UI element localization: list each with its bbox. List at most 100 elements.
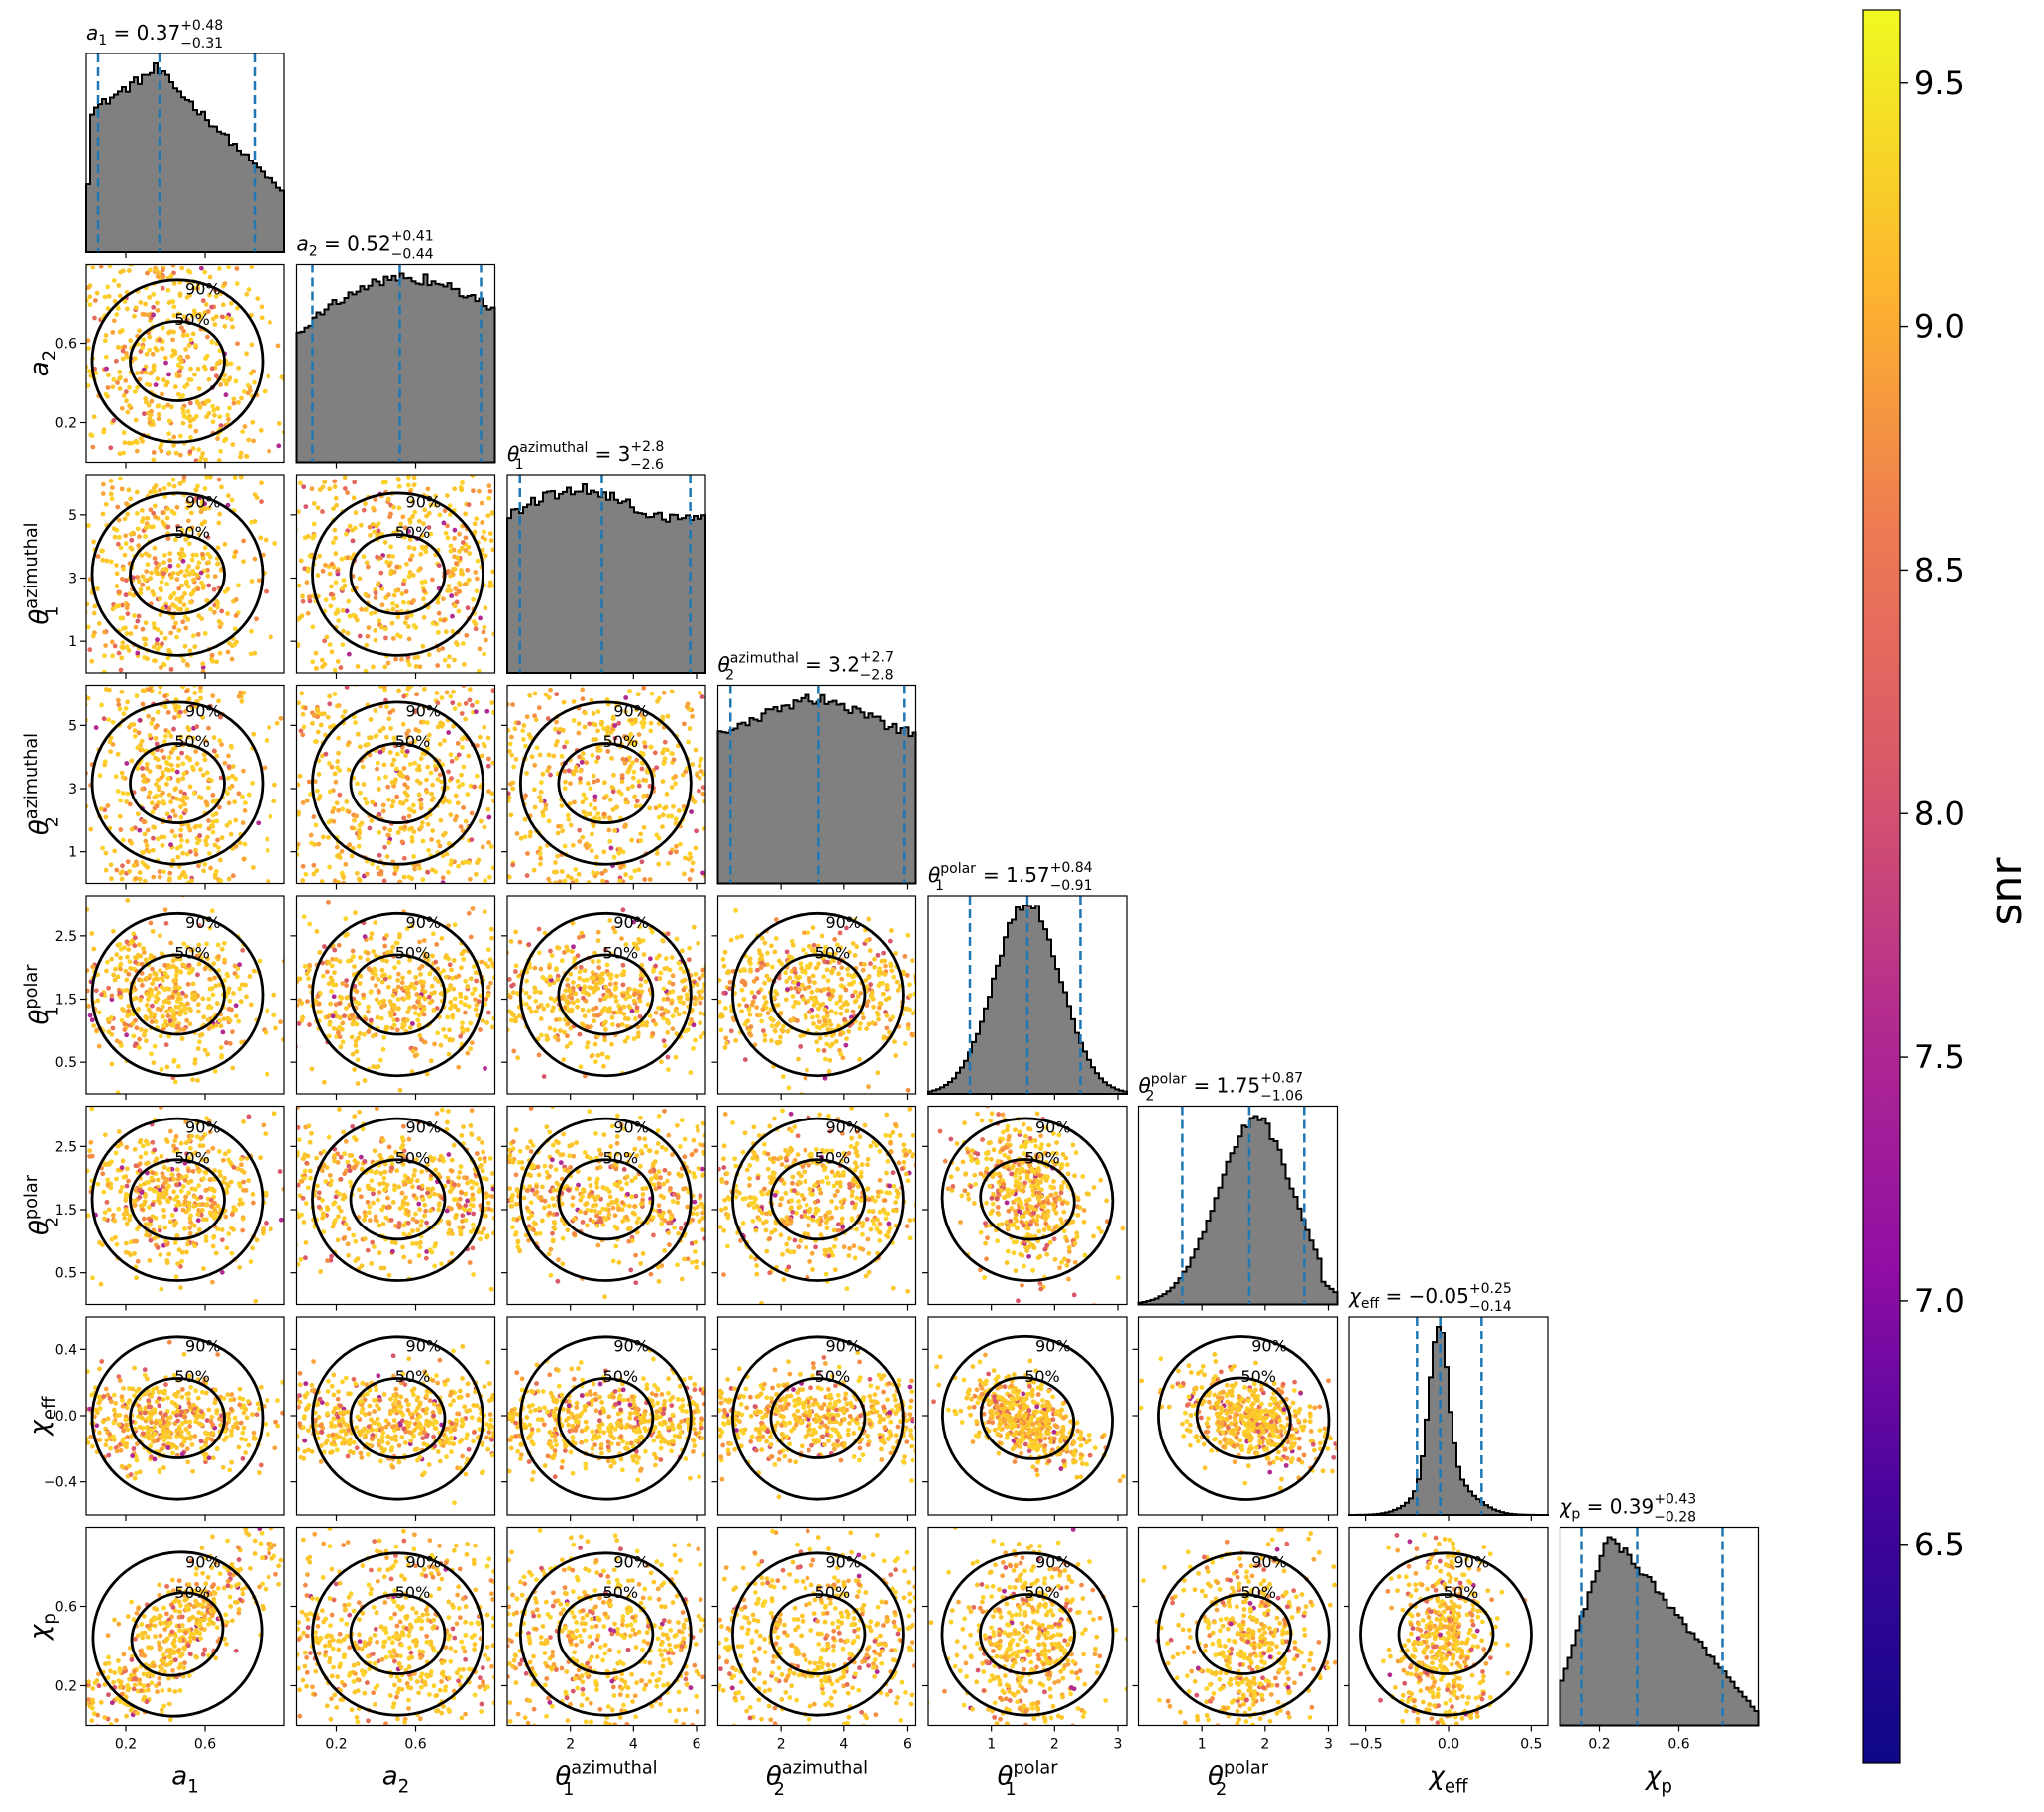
contour-label-90%: 90% bbox=[185, 1336, 221, 1355]
scatter-a2-t2a: 50%90% bbox=[233, 646, 531, 935]
colorbar-tick-label: 7.5 bbox=[1914, 1038, 1965, 1076]
contour-label-90%: 90% bbox=[613, 701, 649, 720]
x-tick-label-a2: 0.6 bbox=[404, 1737, 426, 1753]
panel-t1p-chieff: 50%90% bbox=[920, 1314, 1168, 1523]
panel-a2-t2a: 50%90% bbox=[233, 646, 531, 935]
hist-t2a bbox=[718, 695, 916, 884]
contour-label-50%: 50% bbox=[1240, 1367, 1276, 1386]
y-tick-label-a2: 0.2 bbox=[55, 416, 77, 432]
y-tick-label-t1p: 0.5 bbox=[55, 1055, 77, 1071]
x-tick-label-t1p: 3 bbox=[1114, 1737, 1123, 1753]
y-axis-label-chip-text: χp bbox=[25, 1613, 60, 1642]
y-tick-label-t2a: 3 bbox=[68, 782, 77, 798]
y-axis-label-t2a: θazimuthal2 bbox=[22, 733, 62, 835]
panel-t1a-t2p: 50% 90% bbox=[464, 1080, 755, 1311]
scatter-a1-chip: 50% 90% bbox=[28, 1497, 305, 1808]
x-axis-label-chieff-text: χeff bbox=[1427, 1762, 1468, 1798]
contour-label-90%: 90% bbox=[1035, 1552, 1071, 1571]
frame-3-4 bbox=[718, 896, 916, 1094]
contour-label-90%: 90% bbox=[1251, 1552, 1287, 1571]
panel-a2-t1a: 50%90% bbox=[226, 423, 533, 721]
panel-t2a-t2p: 50%90% bbox=[669, 1097, 929, 1311]
y-axis-label-t1a: θazimuthal1 bbox=[22, 522, 62, 624]
contour-label-50%: 50% bbox=[1024, 1583, 1060, 1602]
contour-label-90%: 90% bbox=[185, 1552, 221, 1571]
x-tick-label-t1p: 2 bbox=[1050, 1737, 1059, 1753]
contour-label-50%: 50% bbox=[603, 944, 639, 963]
x-tick-label-chieff: 0.5 bbox=[1520, 1737, 1542, 1753]
contour-label-90%: 90% bbox=[406, 701, 442, 720]
y-axis-label-chip: χp bbox=[25, 1613, 60, 1642]
contour-label-50%: 50% bbox=[174, 1148, 210, 1167]
contour-label-90%: 90% bbox=[825, 913, 861, 932]
x-tick-label-t1a: 6 bbox=[693, 1737, 701, 1753]
contour-90%-a1-t2a bbox=[92, 702, 263, 864]
contour-label-90%: 90% bbox=[825, 1336, 861, 1355]
contour-label-90%: 90% bbox=[406, 493, 442, 512]
contour-label-50%: 50% bbox=[174, 1367, 210, 1386]
contour-label-50%: 50% bbox=[1444, 1583, 1479, 1602]
panel-a1-t1a: 50%90%135 bbox=[35, 401, 302, 727]
scatter-a2-t1a: 50%90% bbox=[226, 423, 533, 721]
contour-label-50%: 50% bbox=[1240, 1583, 1276, 1602]
y-tick-label-t2a: 1 bbox=[68, 845, 77, 861]
contour-label-50%: 50% bbox=[603, 1367, 639, 1386]
x-tick-label-t2a: 4 bbox=[839, 1737, 848, 1753]
scatter-t1p-chieff: 50%90% bbox=[920, 1314, 1168, 1523]
x-tick-label-t2a: 6 bbox=[903, 1737, 912, 1753]
contour-label-90%: 90% bbox=[613, 1552, 649, 1571]
hist-chieff bbox=[1349, 1327, 1548, 1515]
x-tick-label-chip: 0.6 bbox=[1667, 1737, 1689, 1753]
title-chieff: χeff = −0.05+0.25−0.14 bbox=[1348, 1281, 1512, 1315]
x-tick-label-chip: 0.2 bbox=[1588, 1737, 1610, 1753]
scatter-t2a-chieff: 50%90% bbox=[686, 1336, 970, 1499]
panel-a2-t1p: 50%90% bbox=[223, 880, 532, 1100]
contour-90%-t1a-chieff bbox=[520, 1337, 691, 1499]
contour-label-50%: 50% bbox=[395, 1148, 431, 1167]
colorbar-tick-label: 8.5 bbox=[1914, 551, 1965, 588]
scatter-a2-t1p: 50%90% bbox=[223, 880, 532, 1092]
contour-label-90%: 90% bbox=[185, 913, 221, 932]
contour-label-50%: 50% bbox=[174, 523, 210, 542]
scatter-a1-t1a: 50% 90% bbox=[35, 401, 302, 727]
y-tick-label-t1a: 1 bbox=[68, 634, 77, 650]
y-tick-label-t2p: 2.5 bbox=[55, 1139, 77, 1155]
contour-label-50%: 50% bbox=[1024, 1367, 1060, 1386]
scatter-t1p-chip: 50% 90% bbox=[924, 1471, 1129, 1808]
contour-label-90%: 90% bbox=[185, 493, 221, 512]
contour-label-50%: 50% bbox=[603, 1148, 639, 1167]
contour-label-50%: 50% bbox=[395, 944, 431, 963]
contour-label-90%: 90% bbox=[1454, 1552, 1490, 1571]
colorbar-tick-label: 6.5 bbox=[1914, 1526, 1965, 1563]
contour-label-50%: 50% bbox=[174, 1583, 210, 1602]
x-tick-label-t2p: 2 bbox=[1260, 1737, 1269, 1753]
contour-label-50%: 50% bbox=[815, 1583, 851, 1602]
x-axis-label-a1-text: a1 bbox=[171, 1762, 199, 1798]
panel-t2a-t1p: 50%90% bbox=[688, 885, 931, 1100]
x-tick-label-t1a: 4 bbox=[629, 1737, 638, 1753]
scatter-t2a-t1p: 50%90% bbox=[688, 885, 931, 1097]
contour-label-90%: 90% bbox=[185, 701, 221, 720]
y-tick-label-t1a: 5 bbox=[68, 508, 77, 524]
x-tick-label-t2p: 1 bbox=[1198, 1737, 1207, 1753]
scatter-t2a-chip: 50%90% bbox=[662, 1461, 972, 1808]
contour-label-90%: 90% bbox=[613, 1119, 649, 1137]
contour-label-50%: 50% bbox=[603, 1583, 639, 1602]
contour-label-90%: 90% bbox=[1251, 1336, 1287, 1355]
x-axis-label-a2: a2 bbox=[382, 1762, 410, 1798]
y-axis-label-t1a-text: θazimuthal1 bbox=[22, 522, 62, 624]
contour-label-50%: 50% bbox=[395, 1583, 431, 1602]
y-tick-label-t2p: 1.5 bbox=[55, 1203, 77, 1219]
y-tick-label-t1p: 1.5 bbox=[55, 993, 77, 1009]
contour-label-90%: 90% bbox=[825, 1119, 861, 1137]
